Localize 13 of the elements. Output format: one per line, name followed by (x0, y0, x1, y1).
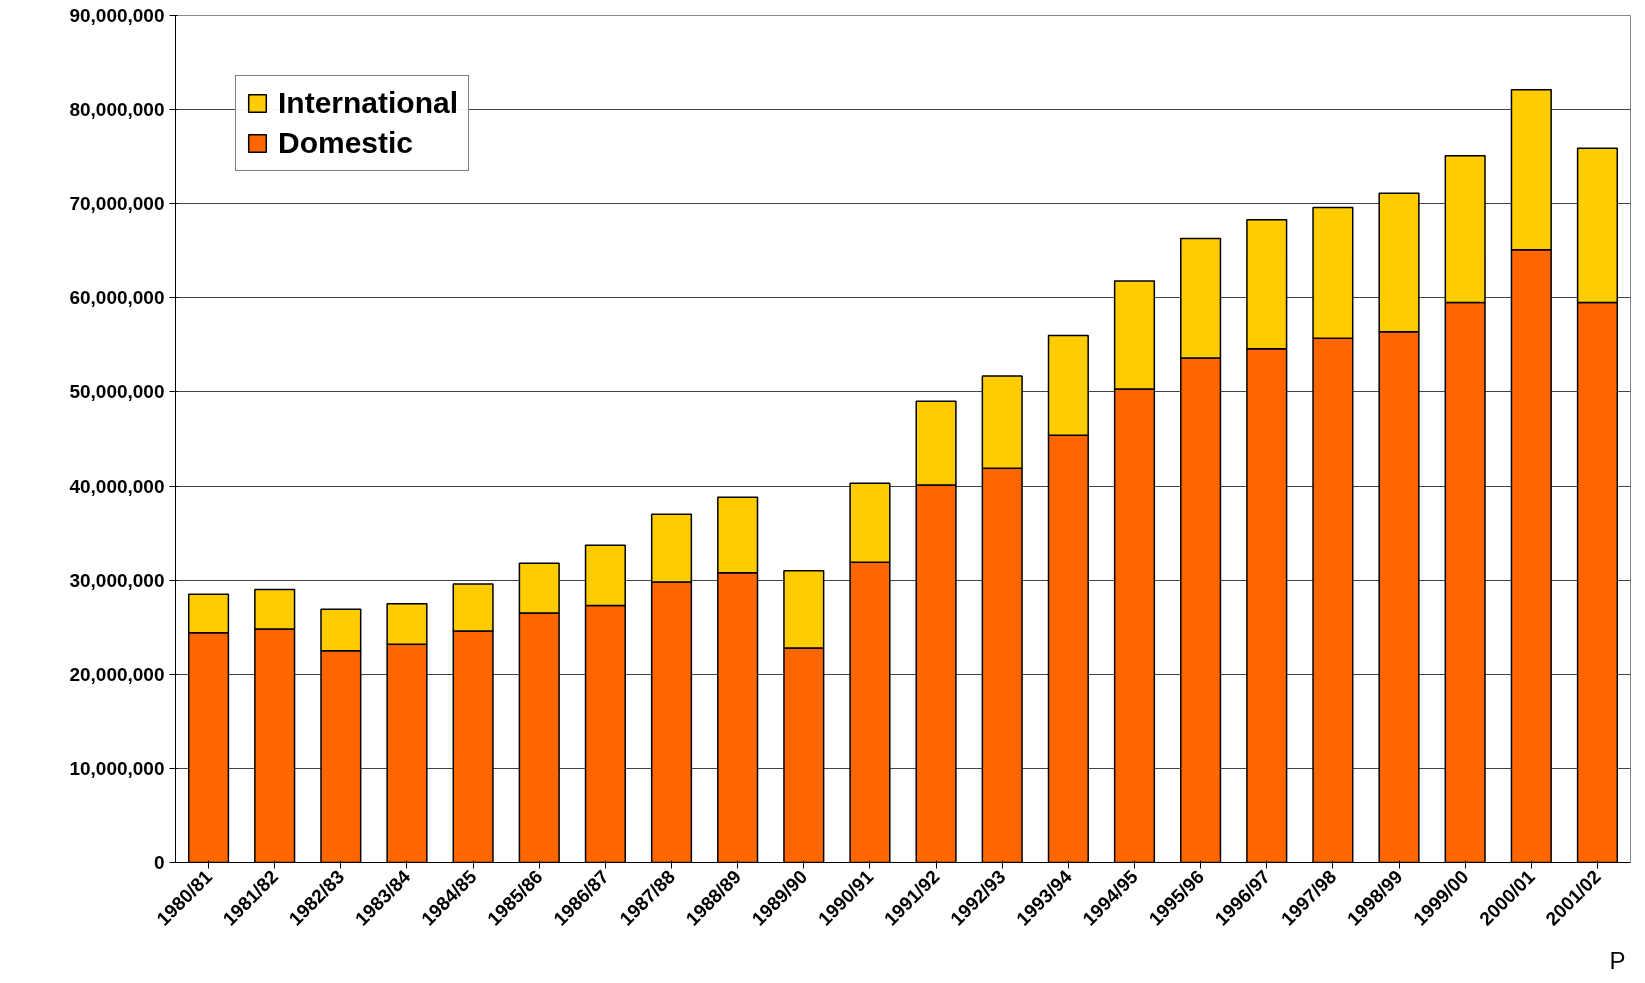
y-tick-label: 80,000,000 (69, 99, 165, 121)
y-tick-label: 10,000,000 (69, 757, 165, 779)
legend-label: International (278, 86, 459, 120)
y-tick-label: 20,000,000 (69, 663, 165, 685)
y-tick-label: 40,000,000 (69, 475, 165, 497)
y-tick-label: 60,000,000 (69, 287, 165, 309)
y-tick-label: 50,000,000 (69, 381, 165, 403)
y-tick-label: 30,000,000 (69, 569, 165, 591)
y-tick-label: 90,000,000 (69, 5, 165, 26)
y-tick-label: 0 (153, 852, 165, 873)
legend-label: Domestic (278, 126, 414, 160)
text: P (1609, 946, 1626, 974)
y-tick-label: 70,000,000 (69, 193, 165, 215)
